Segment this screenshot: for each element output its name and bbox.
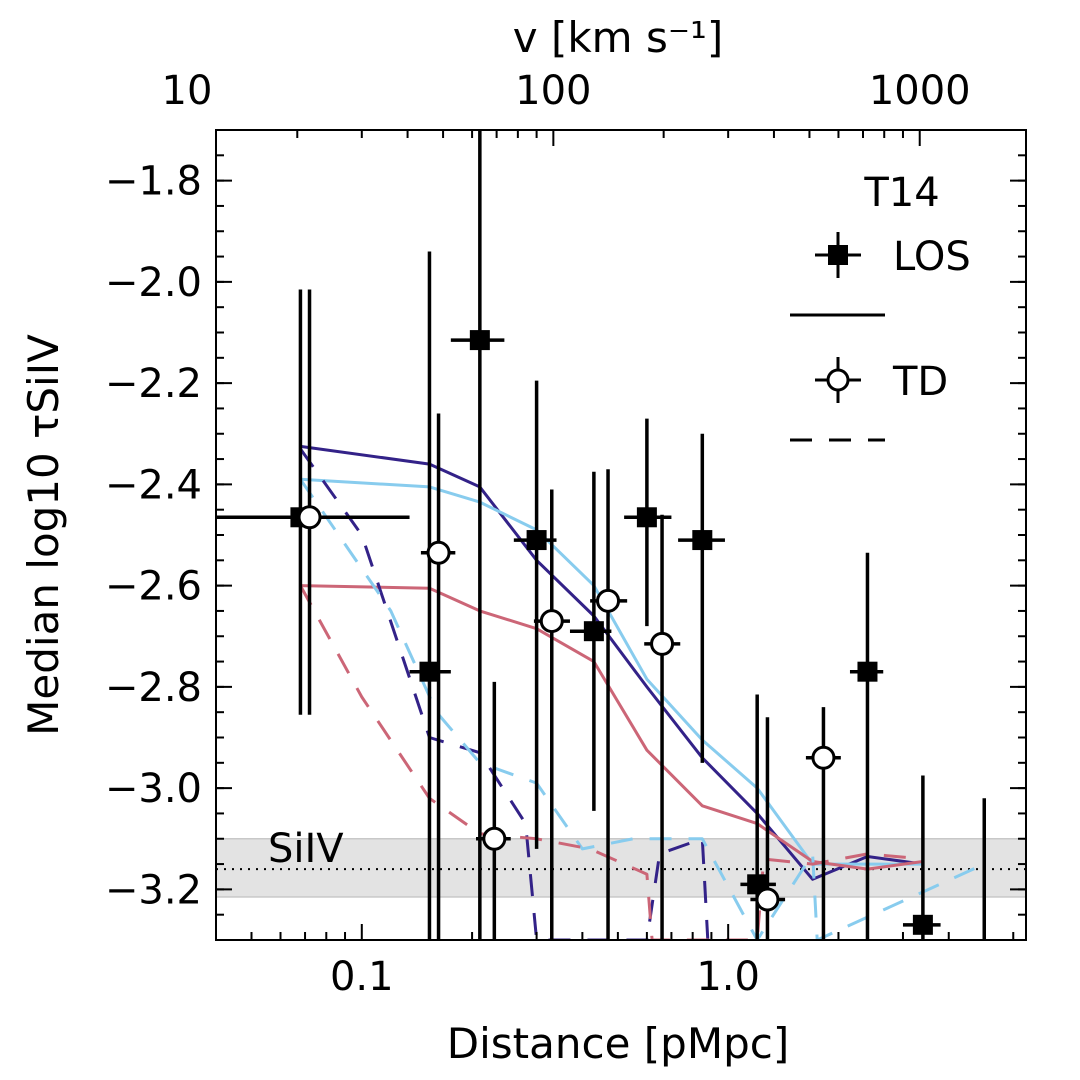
axis-ticks-layer: −1.8 −2.0 −2.2 −2.4 −2.6 −2.8 −3.0 −3.2 0.1 1.0 10…	[105, 68, 1026, 1000]
marker-square	[526, 530, 547, 551]
legend-marker-los	[815, 232, 861, 278]
marker-circle	[482, 826, 507, 851]
band-label: SiIV	[268, 826, 344, 872]
y-tick-label: −2.0	[105, 260, 202, 306]
data-point-los-3	[513, 380, 557, 849]
data-point-los-1	[409, 251, 451, 940]
marker-square	[912, 914, 933, 935]
data-point-td-2	[476, 681, 511, 940]
x-tick-label: 0.1	[330, 954, 394, 1000]
y-tick-label: −2.2	[105, 361, 202, 407]
y-tick-label: −3.2	[105, 867, 202, 913]
data-point-los-8	[849, 552, 884, 940]
legend: T14 LOS TD	[790, 170, 971, 442]
data-point-los-2	[450, 130, 505, 940]
legend-marker-td	[815, 357, 861, 403]
x-tick-label: 1.0	[696, 954, 760, 1000]
data-point-td-7	[805, 707, 841, 940]
marker-circle	[755, 887, 780, 912]
top-tick-label: 10	[162, 68, 213, 114]
marker-circle	[811, 745, 836, 770]
marker-square	[692, 530, 713, 551]
top-tick-label: 1000	[869, 68, 971, 114]
top-axis-title: v [km s⁻¹]	[513, 13, 723, 62]
marker-circle	[596, 588, 621, 613]
data-point-td-1	[420, 413, 456, 940]
marker-circle	[650, 631, 675, 656]
data-point-td-4	[590, 469, 628, 940]
data-point-los-6	[678, 433, 725, 763]
siiv-band-layer	[215, 838, 1027, 898]
y-tick-label: −2.8	[105, 665, 202, 711]
siiv-band	[215, 838, 1027, 898]
y-tick-label: −3.0	[105, 766, 202, 812]
data-point-td-6	[750, 717, 786, 940]
marker-circle	[426, 540, 451, 565]
series-line-model-rose-LOS	[300, 584, 924, 871]
marker-circle	[297, 505, 322, 530]
y-tick-label: −2.6	[105, 564, 202, 610]
marker-square	[636, 507, 657, 528]
data-points-layer	[216, 130, 987, 940]
data-point-td-3	[533, 489, 570, 940]
data-point-td-0	[297, 289, 322, 715]
plot-frame	[215, 129, 1027, 941]
marker-circle	[539, 609, 564, 634]
y-tick-label: −1.8	[105, 159, 202, 205]
marker-square	[857, 661, 878, 682]
legend-title: T14	[863, 170, 939, 216]
marker-square	[469, 330, 490, 351]
y-tick-label: −2.4	[105, 462, 202, 508]
top-tick-label: 100	[515, 68, 591, 114]
data-point-td-5	[644, 514, 681, 940]
legend-label-td: TD	[892, 359, 948, 405]
data-point-los-9	[902, 775, 941, 940]
series-line-model-dark-TD	[299, 448, 710, 940]
marker-square	[419, 661, 440, 682]
x-axis-title: Distance [pMpc]	[447, 1019, 789, 1068]
series-line-model-dark-LOS	[300, 444, 924, 881]
legend-label-los: LOS	[893, 234, 971, 280]
data-point-los-4	[569, 471, 612, 811]
marker-square	[583, 621, 604, 642]
y-axis-title: Median log10 τSiIV	[19, 334, 68, 736]
